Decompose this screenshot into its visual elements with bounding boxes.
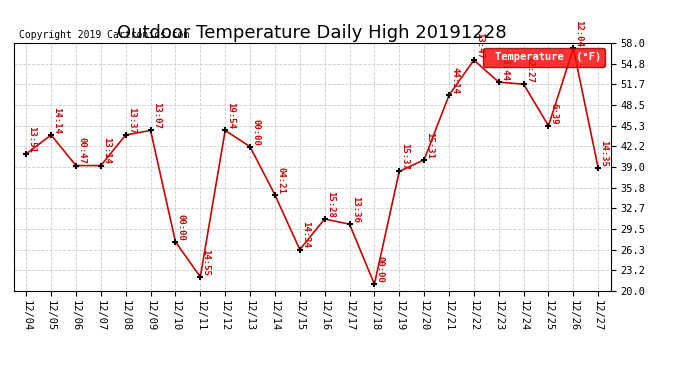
Text: 14:35: 14:35 [600, 140, 609, 167]
Text: 15:37: 15:37 [400, 143, 409, 170]
Text: 12:27: 12:27 [525, 56, 534, 83]
Text: 14:55: 14:55 [201, 249, 210, 276]
Text: 13:47: 13:47 [475, 32, 484, 59]
Text: 13:51: 13:51 [28, 126, 37, 153]
Text: 13:36: 13:36 [351, 196, 359, 223]
Text: 13:44: 13:44 [500, 54, 509, 81]
Text: 00:00: 00:00 [375, 256, 384, 283]
Text: 44:14: 44:14 [451, 67, 460, 94]
Text: 00:00: 00:00 [177, 214, 186, 240]
Text: 13:07: 13:07 [152, 102, 161, 129]
Text: 19:54: 19:54 [226, 102, 235, 129]
Title: Outdoor Temperature Daily High 20191228: Outdoor Temperature Daily High 20191228 [117, 24, 507, 42]
Text: 00:00: 00:00 [251, 118, 260, 146]
Text: 6:39: 6:39 [550, 103, 559, 125]
Text: 14:14: 14:14 [52, 107, 61, 134]
Legend: Temperature  (°F): Temperature (°F) [482, 48, 605, 67]
Text: Copyright 2019 Cartronics.com: Copyright 2019 Cartronics.com [19, 30, 189, 40]
Text: 04:21: 04:21 [276, 167, 285, 194]
Text: 15:31: 15:31 [425, 132, 435, 158]
Text: 15:28: 15:28 [326, 191, 335, 217]
Text: 12:04: 12:04 [575, 20, 584, 47]
Text: 13:14: 13:14 [102, 137, 111, 164]
Text: 14:34: 14:34 [301, 221, 310, 248]
Text: 00:47: 00:47 [77, 137, 86, 164]
Text: 13:37: 13:37 [127, 107, 136, 134]
